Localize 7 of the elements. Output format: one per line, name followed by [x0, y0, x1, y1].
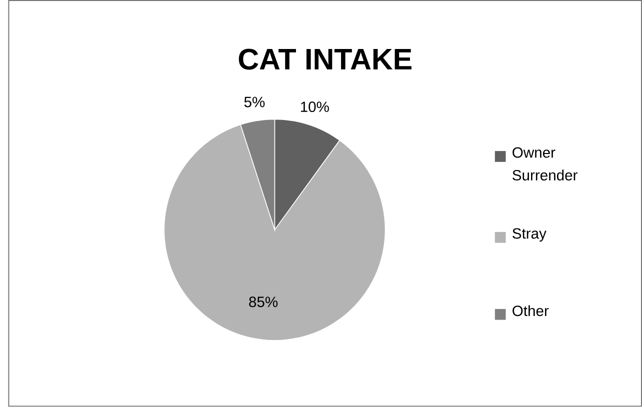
- legend-label: Stray: [512, 228, 546, 242]
- chart-title: CAT INTAKE: [238, 48, 412, 70]
- data-label: 10%: [300, 102, 329, 112]
- data-label: 85%: [249, 296, 278, 308]
- legend-label: Other: [512, 305, 549, 316]
- data-label: 5%: [244, 96, 265, 108]
- legend-label: Owner Surrender: [512, 147, 578, 181]
